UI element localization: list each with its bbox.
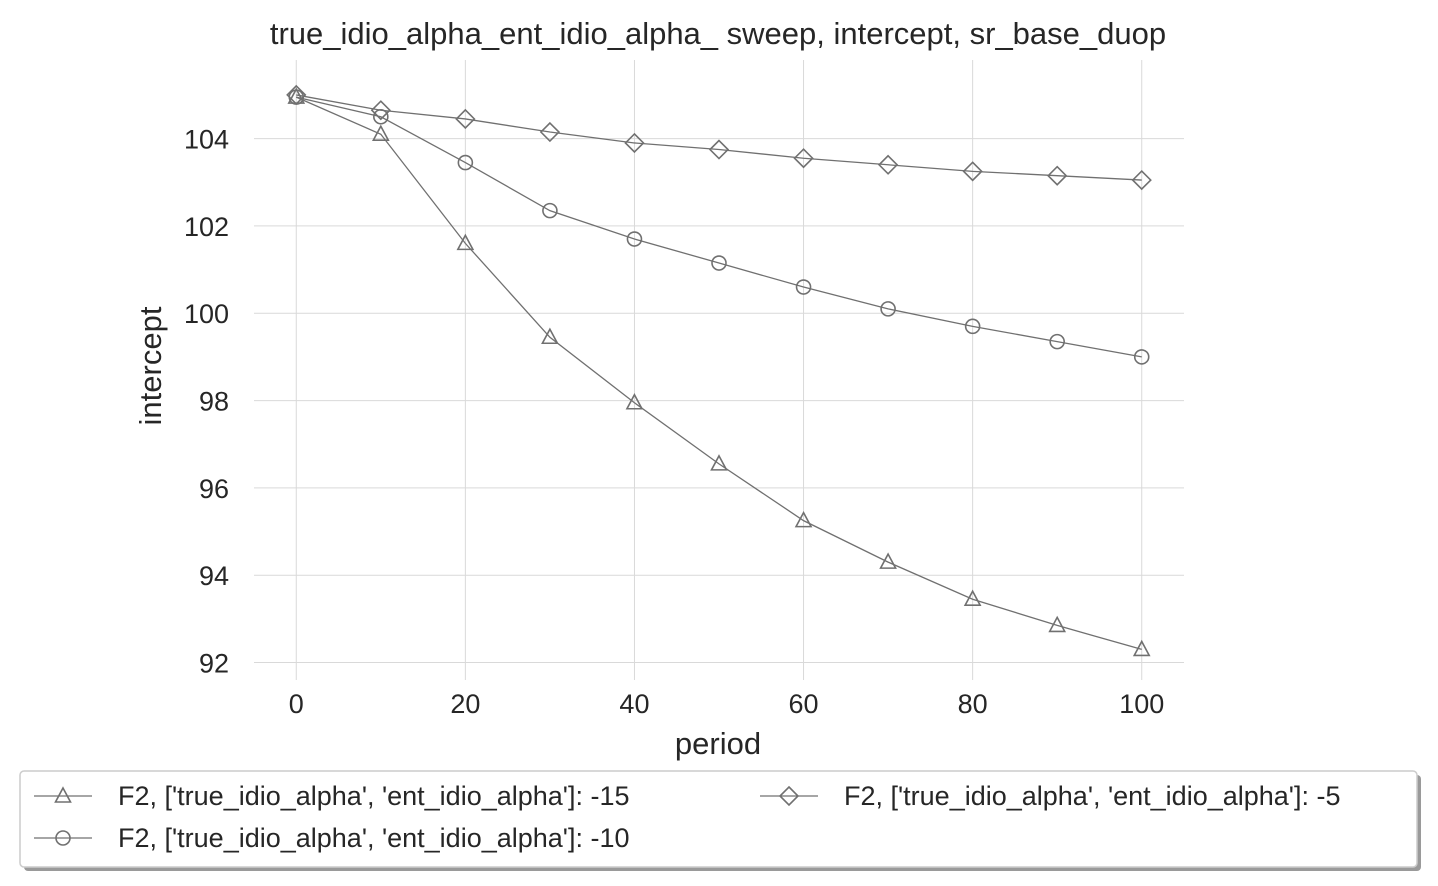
- data-point: [877, 154, 899, 175]
- x-tick-label: 20: [450, 689, 480, 719]
- data-point: [793, 148, 814, 169]
- y-tick-label: 100: [184, 299, 229, 329]
- data-point: [879, 552, 897, 569]
- chart-title: true_idio_alpha_ent_idio_alpha_ sweep, i…: [270, 16, 1166, 51]
- data-point: [1048, 615, 1067, 633]
- y-tick-label: 94: [199, 561, 229, 591]
- data-point: [1047, 165, 1068, 186]
- legend: F2, ['true_idio_alpha', 'ent_idio_alpha'…: [19, 770, 1421, 871]
- series-layer: [286, 84, 1152, 657]
- legend-marker: [55, 830, 71, 846]
- legend-entry: F2, ['true_idio_alpha', 'ent_idio_alpha'…: [34, 823, 629, 853]
- x-tick-label: 0: [289, 689, 304, 719]
- series-diamond: [286, 84, 1152, 191]
- legend-marker: [778, 785, 800, 807]
- data-point: [371, 124, 390, 142]
- data-point: [1131, 169, 1152, 191]
- data-point: [1133, 349, 1150, 365]
- data-point: [1132, 639, 1151, 657]
- legend-entry: F2, ['true_idio_alpha', 'ent_idio_alpha'…: [760, 781, 1340, 811]
- data-point: [624, 132, 645, 154]
- y-tick-label: 92: [199, 649, 229, 679]
- y-tick-label: 98: [199, 387, 229, 417]
- grid: [254, 60, 1184, 680]
- y-axis: 92 94 96 98 100 102 104: [184, 125, 229, 679]
- data-point: [795, 279, 812, 295]
- x-tick-label: 60: [789, 689, 819, 719]
- x-tick-label: 40: [619, 689, 649, 719]
- data-point: [541, 327, 559, 345]
- data-point: [370, 100, 391, 121]
- y-tick-label: 96: [199, 474, 229, 504]
- legend-label: F2, ['true_idio_alpha', 'ent_idio_alpha'…: [118, 781, 629, 811]
- data-point: [626, 231, 643, 247]
- series-circle: [288, 89, 1150, 365]
- data-point: [457, 154, 474, 171]
- x-tick-label: 80: [958, 689, 988, 719]
- y-axis-label: intercept: [133, 306, 168, 425]
- series-triangle: [287, 87, 1151, 657]
- data-point: [794, 510, 813, 528]
- x-axis: 0 20 40 60 80 100: [289, 689, 1165, 719]
- data-point: [962, 161, 983, 182]
- data-point: [542, 202, 558, 219]
- x-axis-label: period: [675, 726, 761, 761]
- y-tick-label: 104: [184, 125, 229, 155]
- data-point: [1049, 333, 1065, 350]
- legend-label: F2, ['true_idio_alpha', 'ent_idio_alpha'…: [118, 823, 629, 853]
- legend-frame: [19, 770, 1418, 868]
- data-point: [539, 121, 561, 143]
- legend-entry: F2, ['true_idio_alpha', 'ent_idio_alpha'…: [34, 781, 629, 811]
- data-point: [964, 318, 981, 335]
- series-line: [296, 96, 1142, 651]
- data-point: [711, 255, 727, 271]
- y-tick-label: 102: [184, 212, 229, 242]
- data-point: [286, 84, 307, 106]
- data-point: [625, 393, 644, 410]
- series-line: [296, 96, 1142, 358]
- data-point: [880, 301, 896, 317]
- data-point: [455, 108, 476, 130]
- series-line: [296, 94, 1142, 181]
- data-point: [963, 589, 982, 607]
- data-point: [456, 233, 475, 251]
- x-tick-label: 100: [1119, 689, 1164, 719]
- data-point: [710, 454, 728, 471]
- legend-marker: [54, 786, 72, 803]
- data-point: [708, 139, 730, 160]
- legend-label: F2, ['true_idio_alpha', 'ent_idio_alpha'…: [844, 781, 1340, 811]
